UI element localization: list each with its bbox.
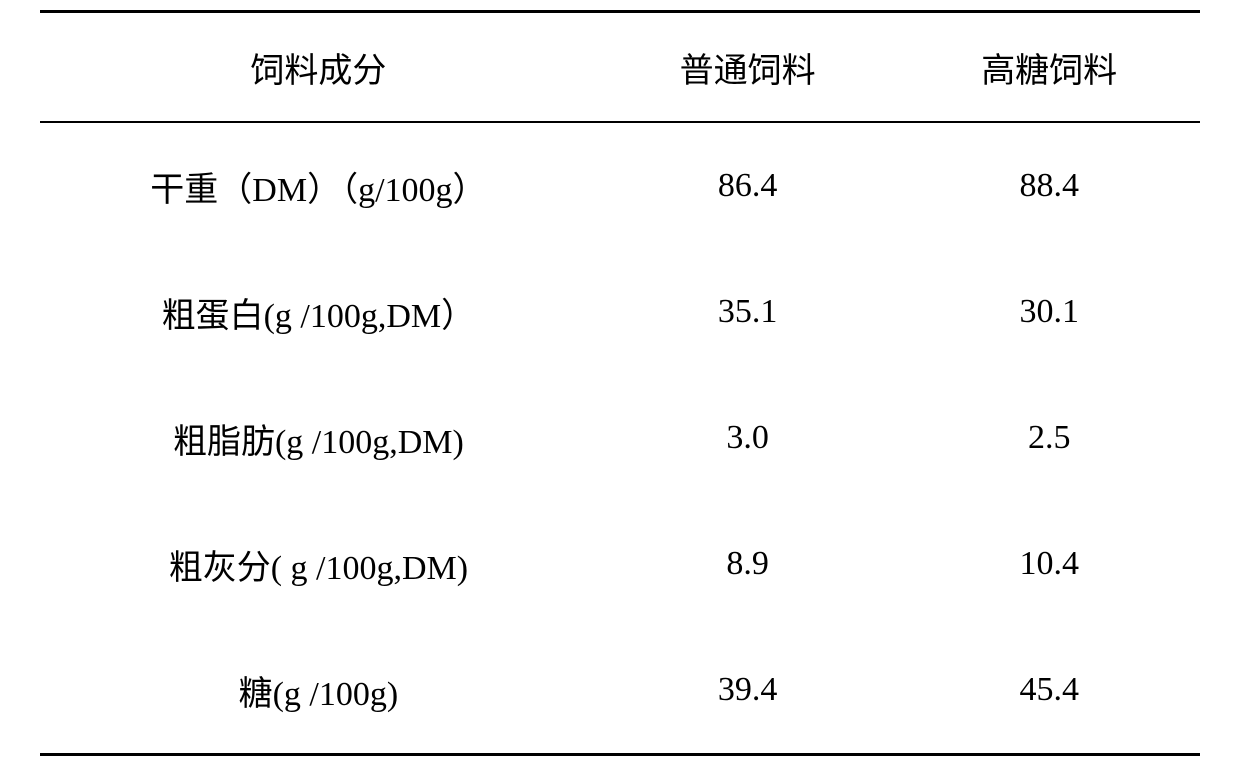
feed-composition-table-container: 饲料成分 普通饲料 高糖饲料 干重（DM）（g/100g） 86.4 88.4 … [0, 0, 1240, 779]
cell-component: 粗脂肪(g /100g,DM) [40, 375, 597, 501]
table-row: 粗脂肪(g /100g,DM) 3.0 2.5 [40, 375, 1200, 501]
cell-highsugar: 2.5 [898, 375, 1200, 501]
table-row: 干重（DM）（g/100g） 86.4 88.4 [40, 122, 1200, 249]
cell-normal: 8.9 [597, 501, 899, 627]
cell-normal: 86.4 [597, 122, 899, 249]
cell-highsugar: 10.4 [898, 501, 1200, 627]
cell-normal: 35.1 [597, 249, 899, 375]
col-header-normal-feed: 普通饲料 [597, 12, 899, 123]
cell-highsugar: 45.4 [898, 627, 1200, 755]
cell-normal: 3.0 [597, 375, 899, 501]
cell-normal: 39.4 [597, 627, 899, 755]
table-row: 粗蛋白(g /100g,DM） 35.1 30.1 [40, 249, 1200, 375]
table-row: 糖(g /100g) 39.4 45.4 [40, 627, 1200, 755]
col-header-component: 饲料成分 [40, 12, 597, 123]
cell-component: 粗蛋白(g /100g,DM） [40, 249, 597, 375]
col-header-high-sugar-feed: 高糖饲料 [898, 12, 1200, 123]
cell-component: 糖(g /100g) [40, 627, 597, 755]
cell-highsugar: 30.1 [898, 249, 1200, 375]
table-header-row: 饲料成分 普通饲料 高糖饲料 [40, 12, 1200, 123]
feed-composition-table: 饲料成分 普通饲料 高糖饲料 干重（DM）（g/100g） 86.4 88.4 … [40, 10, 1200, 756]
cell-component: 粗灰分( g /100g,DM) [40, 501, 597, 627]
cell-highsugar: 88.4 [898, 122, 1200, 249]
table-row: 粗灰分( g /100g,DM) 8.9 10.4 [40, 501, 1200, 627]
cell-component: 干重（DM）（g/100g） [40, 122, 597, 249]
